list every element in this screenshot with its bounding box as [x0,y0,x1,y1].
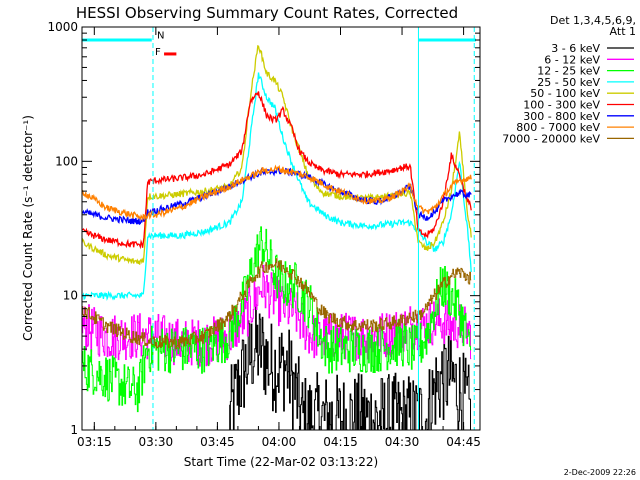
annotation-label-5: N [157,31,164,42]
legend-label-2: 6 - 12 keV [544,53,600,66]
x-axis-label: Start Time (22-Mar-02 03:13:22) [184,455,378,469]
legend-label-8: 800 - 7000 keV [516,121,600,134]
y-tick-label-4: 1000 [47,20,78,34]
legend-label-4: 25 - 50 keV [537,76,600,89]
x-tick-label-7: 04:45 [446,435,481,449]
legend-label-7: 300 - 800 keV [523,110,600,123]
plot-frame [81,26,481,431]
y-axis: 1 10 100 1000 [47,20,480,437]
annotation-layer: FN [82,27,476,430]
x-axis: 03:15 03:30 03:45 04:00 04:15 04:30 04:45 [77,27,481,449]
y-tick-label-2: 10 [63,289,78,303]
legend-label-5: 50 - 100 keV [530,87,600,100]
x-tick-label-6: 04:30 [385,435,420,449]
x-tick-label-4: 04:00 [262,435,297,449]
x-tick-label-1: 03:15 [77,435,112,449]
series-line-5 [82,44,472,265]
timestamp: 2-Dec-2009 22:26 [564,468,636,477]
legend-label-3: 12 - 25 keV [537,65,600,78]
series-line-4 [82,72,472,302]
series-layer [82,44,472,430]
series-line-3 [82,226,472,413]
y-axis-label: Corrected Count Rate (s⁻¹ detector⁻¹) [21,115,35,341]
y-tick-label-1: 1 [70,423,78,437]
legend-label-9: 7000 - 20000 keV [502,132,600,145]
legend-label-6: 100 - 300 keV [523,99,600,112]
legend-header-2: Att 1 [610,25,636,38]
legend-label-1: 3 - 6 keV [551,42,600,55]
series-line-9 [82,258,472,350]
series-line-1 [229,304,472,430]
y-tick-label-3: 100 [55,154,78,168]
series-line-8 [82,164,472,222]
x-tick-label-3: 03:45 [200,435,235,449]
x-tick-label-2: 03:30 [139,435,174,449]
chart-title: HESSI Observing Summary Count Rates, Cor… [76,4,458,22]
series-line-2 [82,264,472,367]
series-line-7 [82,166,472,226]
x-tick-label-5: 04:15 [323,435,358,449]
legend-header-1: Det 1,3,4,5,6,9, [550,14,636,27]
annotation-label-4: F [155,47,161,58]
series-line-6 [82,91,472,250]
